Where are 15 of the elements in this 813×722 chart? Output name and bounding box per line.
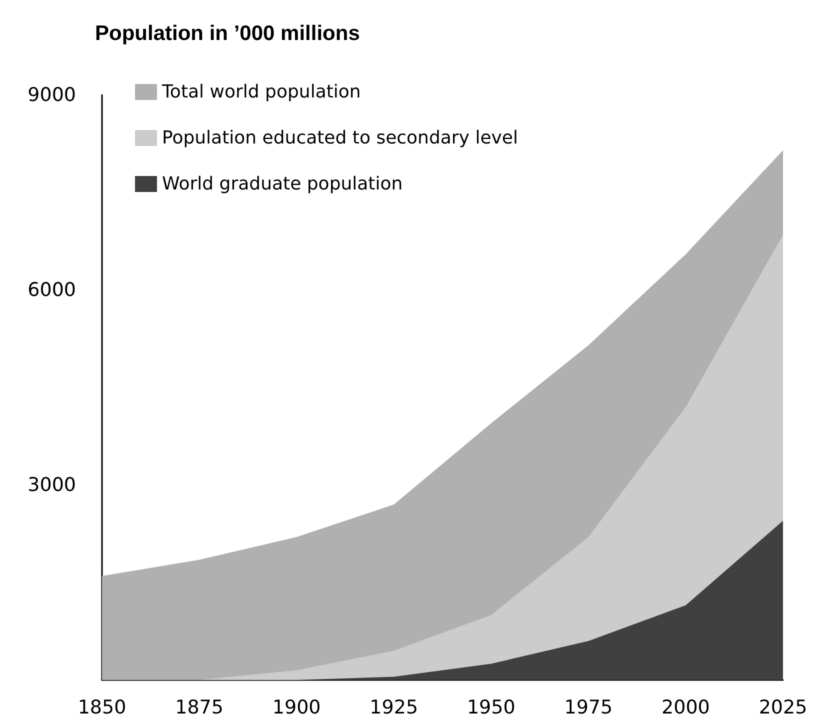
x-tick-label: 1975 xyxy=(564,696,613,718)
x-tick-label: 1925 xyxy=(370,696,418,718)
legend-label: Total world population xyxy=(161,82,361,102)
x-tick-label: 2000 xyxy=(662,696,710,718)
x-tick-label: 1900 xyxy=(272,696,321,718)
y-tick-label: 3000 xyxy=(28,474,76,496)
x-tick-label: 1950 xyxy=(466,696,516,718)
legend-label: World graduate population xyxy=(162,174,403,194)
y-tick-label: 6000 xyxy=(28,279,76,301)
x-tick-label: 2025 xyxy=(758,696,808,718)
y-tick-label: 9000 xyxy=(28,84,76,106)
x-tick-label: 1850 xyxy=(78,696,126,718)
x-tick-label: 1875 xyxy=(175,696,224,718)
legend-label: Population educated to secondary level xyxy=(162,128,518,148)
chart-title: Population in ’000 millions xyxy=(95,22,360,45)
